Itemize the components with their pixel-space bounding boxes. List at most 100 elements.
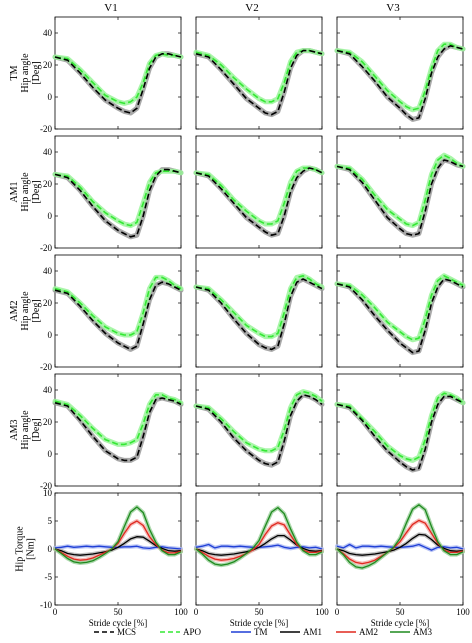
mcs-series-line bbox=[195, 49, 323, 116]
row-label-line: Hip Torque bbox=[15, 526, 26, 572]
angle-panel-r1-c1: -20 0 20 40 bbox=[40, 16, 184, 134]
angle-panel-r4-c3 bbox=[334, 373, 466, 487]
legend-item-am1: AM1 bbox=[280, 627, 322, 637]
row-label-line: AM1 bbox=[9, 181, 20, 202]
mcs-series-line bbox=[195, 278, 323, 351]
apo-series-line bbox=[195, 275, 323, 338]
x-axis-label: Stride cycle [%] bbox=[89, 618, 147, 628]
apo-series-line bbox=[336, 275, 464, 341]
apo-series-line bbox=[195, 390, 323, 452]
x-tick-label: 50 bbox=[396, 607, 406, 617]
mcs-series-line bbox=[336, 278, 464, 354]
x-tick-label: 0 bbox=[335, 607, 340, 617]
axes-frame bbox=[54, 16, 182, 130]
x-tick-label: 50 bbox=[114, 607, 124, 617]
angle-panel-r1-c2 bbox=[193, 16, 325, 130]
row-label-4: AM3 Hip angle [Deg] bbox=[9, 410, 42, 450]
x-tick-label: 0 bbox=[53, 607, 58, 617]
row-label-line: [Deg] bbox=[31, 180, 42, 203]
y-tick-label: 20 bbox=[43, 417, 53, 427]
axes-frame bbox=[54, 254, 182, 368]
x-tick-label: 50 bbox=[255, 607, 265, 617]
y-tick-label: 0 bbox=[48, 330, 53, 340]
y-tick-label: 20 bbox=[43, 60, 53, 70]
y-tick-label: 20 bbox=[43, 298, 53, 308]
apo-series-line bbox=[54, 53, 182, 105]
legend-item-am2: AM2 bbox=[336, 627, 378, 637]
x-tick-label: 100 bbox=[315, 607, 329, 617]
y-tick-label: 0 bbox=[48, 449, 53, 459]
axes-frame bbox=[195, 16, 323, 130]
apo-series-line bbox=[54, 276, 182, 336]
apo-series-line bbox=[195, 49, 323, 103]
y-tick-label: -20 bbox=[40, 362, 52, 372]
legend-label: TM bbox=[254, 627, 268, 637]
row-label-line: AM3 bbox=[9, 419, 20, 440]
angle-panel-r2-c2 bbox=[193, 135, 325, 249]
angle-panel-r1-c3 bbox=[334, 16, 466, 130]
y-tick-label: -20 bbox=[40, 243, 52, 253]
x-tick-label: 100 bbox=[174, 607, 188, 617]
row-label-line: Hip angle bbox=[20, 291, 31, 331]
am3-series-line bbox=[54, 506, 182, 564]
row-label-line: Hip angle bbox=[20, 53, 31, 93]
row-label-2: AM1 Hip angle [Deg] bbox=[9, 172, 42, 212]
y-tick-label: 40 bbox=[43, 266, 53, 276]
row-label-line: Hip angle bbox=[20, 172, 31, 212]
x-axis-label: Stride cycle [%] bbox=[230, 618, 288, 628]
x-tick-label: 100 bbox=[456, 607, 470, 617]
apo-series-line bbox=[336, 392, 464, 462]
legend-item-mcs: MCS bbox=[94, 627, 136, 637]
apo-series-line bbox=[54, 170, 182, 227]
mcs-series-line bbox=[54, 397, 182, 462]
torque-panel-c2: 0 50 100 Stride cycle [%] bbox=[194, 492, 329, 628]
row-label-line: TM bbox=[9, 65, 20, 80]
row-label-line: AM2 bbox=[9, 300, 20, 321]
legend-label: MCS bbox=[117, 627, 136, 637]
mcs-series-line bbox=[54, 53, 182, 114]
am3-series-line bbox=[336, 504, 464, 569]
legend-label: AM3 bbox=[413, 627, 433, 637]
y-tick-label: 5 bbox=[48, 516, 53, 526]
row-label-line: [Deg] bbox=[31, 61, 42, 84]
x-tick-label: 0 bbox=[194, 607, 199, 617]
row-label-line: Hip angle bbox=[20, 410, 31, 450]
row-label-line: [Deg] bbox=[31, 418, 42, 441]
axes-frame bbox=[336, 16, 464, 130]
y-tick-label: 40 bbox=[43, 385, 53, 395]
apo-series-line bbox=[336, 43, 464, 111]
apo-series-line bbox=[54, 394, 182, 446]
axes-frame bbox=[195, 135, 323, 249]
mcs-series-line bbox=[336, 395, 464, 471]
am3-series-line bbox=[195, 506, 323, 566]
angle-panel-r4-c1: -20 0 20 40 bbox=[40, 373, 184, 491]
axes-frame bbox=[195, 254, 323, 368]
mcs-series-line bbox=[195, 167, 323, 236]
angle-panel-r2-c1: -20 0 20 40 bbox=[40, 135, 184, 253]
row-label-1: TM Hip angle [Deg] bbox=[9, 53, 42, 93]
angle-panel-r2-c3 bbox=[334, 135, 466, 249]
y-tick-label: -20 bbox=[40, 481, 52, 491]
legend-label: APO bbox=[183, 627, 202, 637]
column-title-v3: V3 bbox=[386, 2, 400, 14]
mcs-series-line bbox=[336, 159, 464, 236]
angle-panel-r4-c2 bbox=[193, 373, 325, 487]
apo-series-line bbox=[336, 154, 464, 227]
legend-item-tm: TM bbox=[231, 627, 268, 637]
column-title-v2: V2 bbox=[245, 2, 258, 14]
y-tick-label: 0 bbox=[48, 92, 53, 102]
axes-frame bbox=[54, 373, 182, 487]
column-title-v1: V1 bbox=[104, 2, 117, 14]
y-tick-label: 20 bbox=[43, 179, 53, 189]
y-tick-label: 0 bbox=[48, 211, 53, 221]
legend-item-am3: AM3 bbox=[390, 627, 433, 637]
y-tick-label: 0 bbox=[48, 544, 53, 554]
mcs-series-line bbox=[336, 45, 464, 121]
row-label-line: [Deg] bbox=[31, 299, 42, 322]
y-tick-label: -5 bbox=[45, 572, 53, 582]
row-label-3: AM2 Hip angle [Deg] bbox=[9, 291, 42, 331]
mcs-series-line bbox=[54, 281, 182, 351]
legend-label: AM2 bbox=[359, 627, 378, 637]
torque-panel-c3: 0 50 100 Stride cycle [%] bbox=[335, 492, 470, 628]
